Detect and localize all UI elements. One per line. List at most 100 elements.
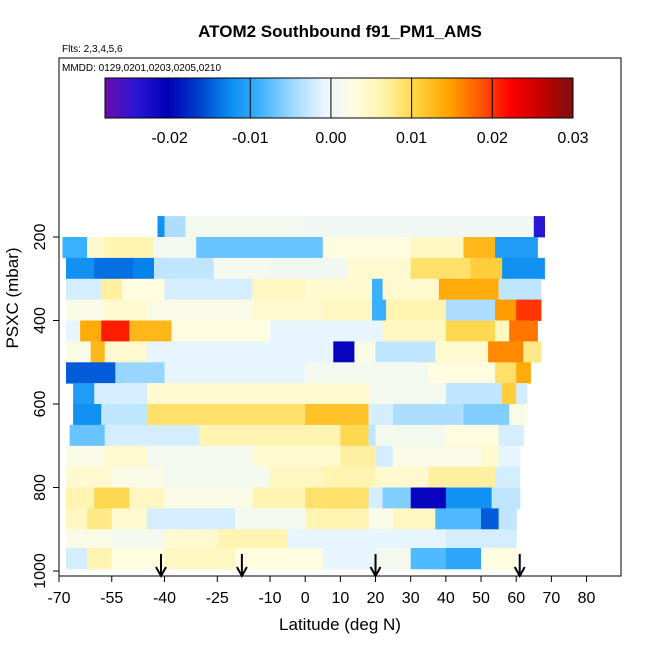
heatmap-cell (171, 320, 271, 342)
heatmap-cell (498, 508, 517, 530)
x-tick-label: 50 (472, 590, 490, 607)
heatmap-cell (498, 445, 521, 468)
heatmap-cell (164, 529, 218, 551)
x-tick-label: 70 (542, 590, 560, 607)
heatmap-cell (154, 257, 215, 280)
latitude-marker-arrow (236, 554, 248, 579)
heatmap-cell (104, 424, 201, 447)
heatmap-cell (463, 404, 510, 426)
x-axis: -70 -55 -40 -25 -10 0 10 20 30 40 50 60 70 80 (47, 576, 596, 607)
heatmap-cell (375, 529, 447, 551)
colorbar-tick-label: 0.02 (477, 130, 508, 147)
heatmap-cell (101, 278, 123, 301)
heatmap-cell (104, 299, 148, 321)
heatmap-cell (410, 487, 447, 509)
colorbar-ticks: -0.02 -0.01 0.00 0.01 0.02 0.03 (151, 78, 589, 147)
y-tick-label: 400 (32, 307, 49, 334)
heatmap-cell (146, 341, 334, 363)
heatmap-cell (495, 237, 538, 259)
heatmap-cell (73, 383, 95, 405)
heatmap-cell (463, 237, 496, 259)
heatmap-cell (340, 445, 377, 468)
heatmap-cell (87, 548, 113, 570)
heatmap-cell (111, 466, 166, 488)
latitude-marker-arrow (513, 554, 526, 579)
heatmap-cell (62, 237, 88, 259)
heatmap-cell (445, 487, 493, 509)
heatmap-cell (146, 508, 236, 530)
heatmap-cell (428, 466, 496, 488)
heatmap-cell (498, 278, 542, 301)
heatmap-cell (104, 237, 155, 259)
heatmap-cell (322, 299, 373, 321)
heatmap-cell (481, 445, 500, 468)
heatmap-cell (340, 424, 370, 447)
heatmap-cell (94, 257, 134, 280)
heatmap-cell (393, 404, 464, 426)
heatmap-cell (386, 299, 447, 321)
heatmap-cell (322, 548, 377, 570)
x-tick-label: 30 (402, 590, 420, 607)
colorbar-tick-label: 0.03 (557, 130, 588, 147)
flights-label: Flts: 2,3,4,5,6 (62, 44, 123, 55)
heatmap-cell (488, 341, 524, 363)
x-tick-label: 0 (301, 590, 310, 607)
heatmap-cell (393, 445, 482, 468)
heatmap-cell (199, 424, 341, 447)
heatmap-cell (87, 508, 113, 530)
heatmap-cell (372, 299, 387, 321)
heatmap-cell (445, 548, 482, 570)
heatmap-cell (445, 529, 517, 551)
heatmap-cell (498, 424, 524, 447)
heatmap-cell (111, 548, 166, 570)
chart-title: ATOM2 Southbound f91_PM1_AMS (198, 22, 482, 41)
heatmap-cell (305, 487, 370, 509)
heatmap-cell (146, 299, 253, 321)
heatmap-cell (252, 487, 306, 509)
heatmap-cell (164, 362, 306, 384)
heatmap-cell (73, 404, 102, 426)
heatmap-cell (104, 445, 148, 468)
heatmap-cell (495, 299, 517, 321)
heatmap-cell (445, 383, 503, 405)
colorbar-tick-label: -0.02 (151, 130, 188, 147)
heatmap-cell (382, 278, 440, 301)
heatmap-cell (305, 216, 535, 238)
heatmap-cell (132, 257, 155, 280)
heatmap-cell (445, 424, 500, 447)
heatmap-cell (252, 299, 324, 321)
heatmap-cell (66, 445, 106, 468)
heatmap-cell (428, 362, 496, 384)
heatmap-cell (523, 341, 542, 363)
heatmap-cell (445, 320, 496, 342)
y-tick-label: 1000 (32, 553, 49, 589)
heatmap-cell (66, 362, 116, 384)
heatmap-cell (252, 445, 341, 468)
heatmap-cell (516, 383, 528, 405)
heatmap-cell (435, 508, 482, 530)
heatmap-cell (305, 404, 370, 426)
x-tick-label: 40 (437, 590, 455, 607)
heatmap-cell (129, 320, 173, 342)
heatmap-cell (382, 487, 412, 509)
heatmap-cell (234, 548, 324, 570)
x-tick-label: -10 (258, 590, 281, 607)
heatmap-cell (101, 404, 148, 426)
colorbar (104, 77, 574, 119)
heatmap-cell (481, 508, 500, 530)
x-tick-label: -70 (47, 590, 70, 607)
heatmap-cell (66, 320, 81, 342)
y-tick-label: 200 (32, 224, 49, 251)
heatmap-cell (66, 278, 102, 301)
latitude-marker-arrow (155, 554, 167, 579)
x-tick-label: 10 (331, 590, 349, 607)
heatmap-cell (410, 257, 472, 280)
y-axis: 200 400 600 800 1000 (32, 224, 59, 589)
heatmap-cell (375, 445, 394, 468)
dates-label: MMDD: 0129,0201,0203,0205,0210 (62, 63, 221, 74)
heatmap-cell (66, 548, 88, 570)
heatmap-cell (354, 341, 377, 363)
heatmap-cell (438, 278, 500, 301)
heatmap-cell (164, 487, 253, 509)
